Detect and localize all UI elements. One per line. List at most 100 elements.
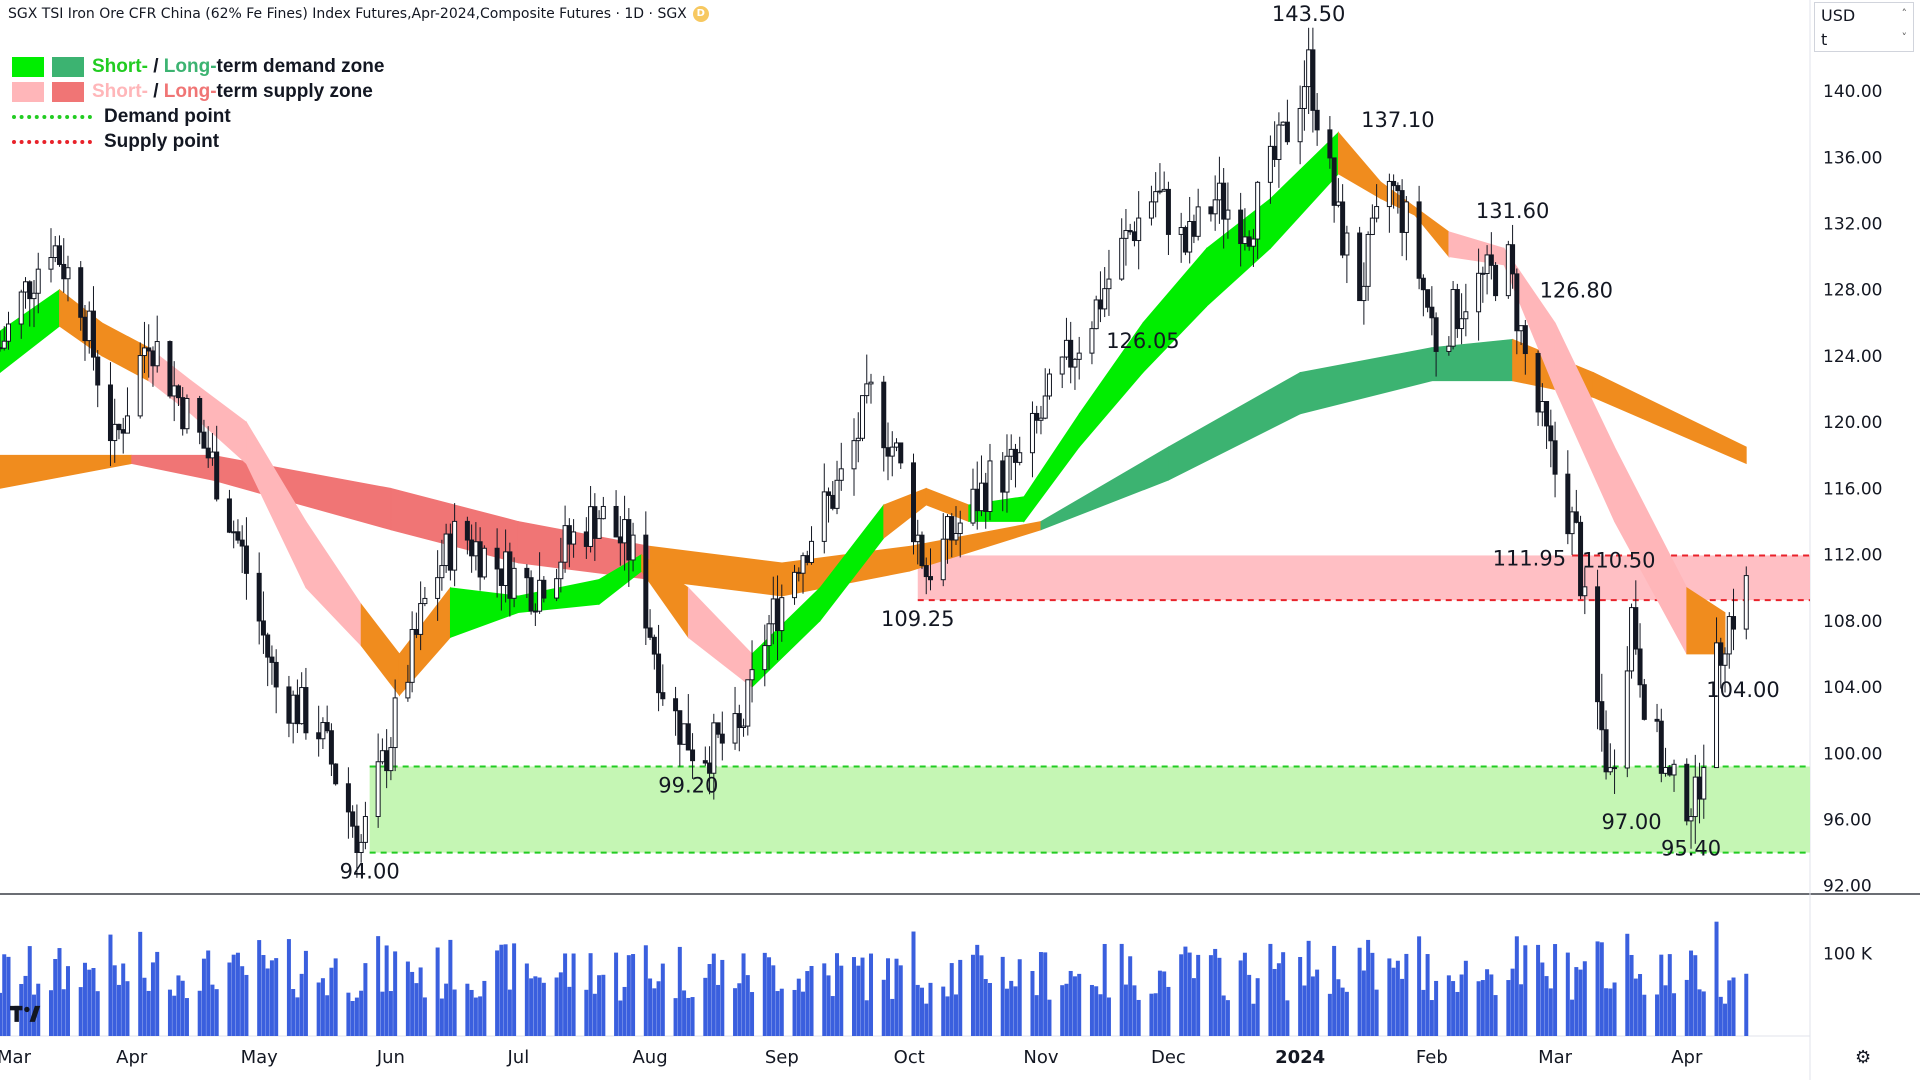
candle [1195, 188, 1201, 241]
volume-bar [1629, 954, 1634, 1036]
candle-body [860, 395, 866, 439]
volume-bar [95, 991, 100, 1036]
volume-bar [1421, 989, 1426, 1036]
volume-bar [1225, 1000, 1230, 1036]
volume-bar [924, 1003, 929, 1036]
volume-bar [686, 997, 691, 1036]
volume-bar [142, 977, 147, 1036]
legend-demand-point: Demand point [12, 104, 384, 129]
candle-body [120, 429, 126, 434]
candle-body [1446, 345, 1452, 352]
demand-point-swatch [12, 114, 92, 119]
candle [124, 387, 130, 434]
volume-bar [359, 990, 364, 1036]
candle [1514, 268, 1520, 355]
candle [1493, 262, 1499, 302]
short-demand-swatch [12, 56, 44, 77]
candle [409, 611, 415, 693]
candle-body [477, 541, 483, 578]
volume-bar [452, 989, 457, 1036]
volume-bar [299, 973, 304, 1036]
volume-bar [172, 995, 177, 1036]
candle-body [881, 381, 887, 449]
volume-bar [87, 969, 92, 1036]
currency-unit-selector[interactable]: USD t ˄ ˅ [1814, 2, 1914, 52]
candle [940, 513, 946, 587]
candle-body [711, 722, 717, 774]
time-tick-label: Feb [1416, 1047, 1448, 1068]
candle [762, 624, 768, 687]
settings-gear-icon[interactable]: ⚙ [1855, 1047, 1872, 1068]
volume-bar [1548, 988, 1553, 1036]
volume-bar [1017, 959, 1022, 1036]
volume-bar [584, 989, 589, 1036]
unit-label: t [1821, 30, 1828, 49]
candle-body [1535, 353, 1541, 413]
candle-body [1250, 238, 1256, 247]
volume-bar [257, 940, 262, 1036]
candle-body [1433, 317, 1439, 352]
volume-bar [1221, 995, 1226, 1036]
candle [1684, 758, 1690, 826]
candle-body [1522, 325, 1528, 355]
candle [1612, 749, 1618, 794]
candle [235, 519, 241, 544]
candle-body [1123, 230, 1129, 239]
volume-bar [286, 939, 291, 1036]
candle-body [1374, 206, 1380, 219]
volume-bar [1357, 947, 1362, 1036]
volume-bar [949, 963, 954, 1036]
candle [405, 664, 411, 702]
candle-body [1344, 232, 1350, 256]
candle-body [732, 713, 738, 744]
volume-bar [1429, 1000, 1434, 1036]
candle [1688, 808, 1694, 849]
volume-bar [682, 990, 687, 1036]
candle-body [1238, 209, 1244, 245]
candle-body [137, 355, 143, 417]
candle [660, 664, 666, 706]
volume-bar [1285, 1000, 1290, 1036]
data-delay-badge[interactable]: D [692, 6, 709, 22]
candle [1136, 191, 1142, 270]
volume-bar [648, 978, 653, 1036]
candle-body [56, 245, 62, 265]
volume-bar [660, 963, 665, 1036]
candle [1743, 566, 1749, 640]
candle [1548, 409, 1554, 468]
volume-bar [303, 950, 308, 1036]
candle [1535, 350, 1541, 426]
volume-bar [592, 993, 597, 1036]
candle [1374, 184, 1380, 223]
candle [1306, 27, 1312, 114]
candle-body [1403, 201, 1409, 233]
candle-body [643, 534, 649, 629]
candle-body [1633, 607, 1639, 650]
candle [1386, 173, 1392, 233]
candle-body [324, 722, 330, 732]
candle [1544, 401, 1550, 449]
candle [1391, 174, 1397, 209]
volume-bars [0, 921, 1749, 1036]
candle [333, 763, 339, 786]
candle-body [273, 661, 279, 688]
candle-body [1505, 244, 1511, 297]
volume-tick-label: 100 K [1823, 945, 1873, 965]
volume-bar [1000, 956, 1005, 1036]
candle [256, 552, 262, 645]
candle-body [171, 385, 177, 397]
candle [358, 834, 364, 863]
candle-body [804, 555, 810, 563]
tradingview-logo-icon[interactable] [10, 1002, 42, 1024]
candle-body [1327, 129, 1333, 159]
volume-bar [116, 984, 121, 1036]
candle [328, 723, 334, 776]
candle-body [647, 627, 653, 638]
candle-body [27, 281, 33, 300]
candle [61, 238, 67, 293]
candle-body [898, 442, 904, 464]
candle-body [1722, 653, 1728, 666]
time-tick-label: Aug [632, 1047, 667, 1068]
candle [1340, 184, 1346, 259]
